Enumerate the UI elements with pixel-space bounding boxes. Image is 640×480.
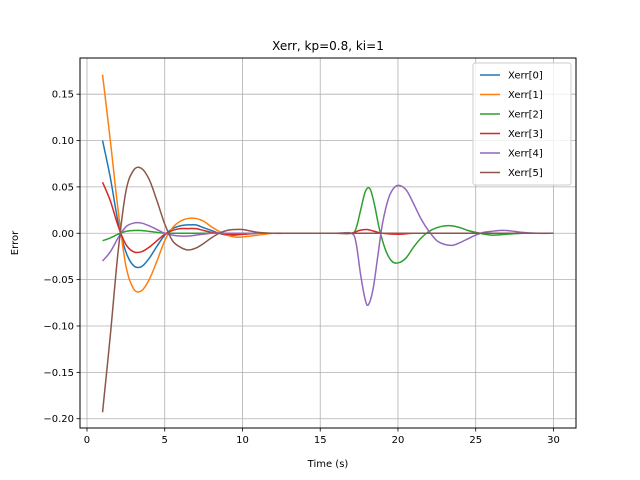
chart-title: Xerr, kp=0.8, ki=1	[272, 39, 384, 53]
y-tick-label: −0.15	[43, 368, 74, 379]
x-tick-label: 5	[162, 435, 168, 446]
legend-label: Xerr[3]	[508, 129, 543, 140]
series-line-xerr-4	[101, 184, 554, 307]
grid-lines	[80, 58, 576, 428]
series-line-xerr-5	[101, 166, 554, 413]
x-tick-label: 15	[314, 435, 327, 446]
legend-box	[472, 62, 572, 186]
legend-label: Xerr[5]	[508, 168, 543, 179]
x-tick-label: 25	[469, 435, 482, 446]
y-axis-label: Error	[10, 230, 21, 255]
x-tick-label: 30	[547, 435, 560, 446]
x-tick-label: 0	[84, 435, 90, 446]
y-tick-label: 0.15	[52, 90, 74, 101]
series-line-xerr-2	[102, 186, 554, 264]
axes-frame	[79, 57, 577, 429]
x-tick-label: 20	[392, 435, 405, 446]
x-axis-label: Time (s)	[307, 459, 349, 470]
y-tick-label: −0.20	[43, 414, 74, 425]
legend-label: Xerr[1]	[508, 90, 543, 101]
y-tick-label: 0.05	[52, 182, 74, 193]
legend: Xerr[0] Xerr[1] Xerr[2] Xerr[3] Xerr[4] Xerr[…	[472, 62, 572, 186]
y-tick-label: 0.10	[52, 136, 74, 147]
legend-label: Xerr[2]	[508, 110, 543, 121]
axis-ticks: 0 5 10 15 20 25 30 −0.20 −0.15 −0.10 −0.05 0.00 0.05…	[43, 90, 559, 446]
legend-label: Xerr[4]	[508, 149, 543, 160]
legend-label: Xerr[0]	[508, 71, 543, 82]
plot-area	[101, 74, 554, 413]
y-tick-label: −0.10	[43, 321, 74, 332]
y-tick-label: −0.05	[43, 275, 74, 286]
y-tick-label: 0.00	[52, 229, 74, 240]
x-tick-label: 10	[236, 435, 249, 446]
